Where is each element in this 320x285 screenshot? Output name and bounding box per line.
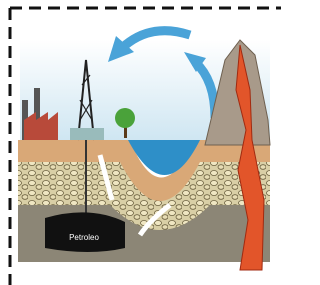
scene: Petroleo — [0, 0, 281, 285]
tree — [115, 108, 135, 128]
building — [70, 128, 104, 140]
oil-label: Petroleo — [69, 233, 99, 242]
